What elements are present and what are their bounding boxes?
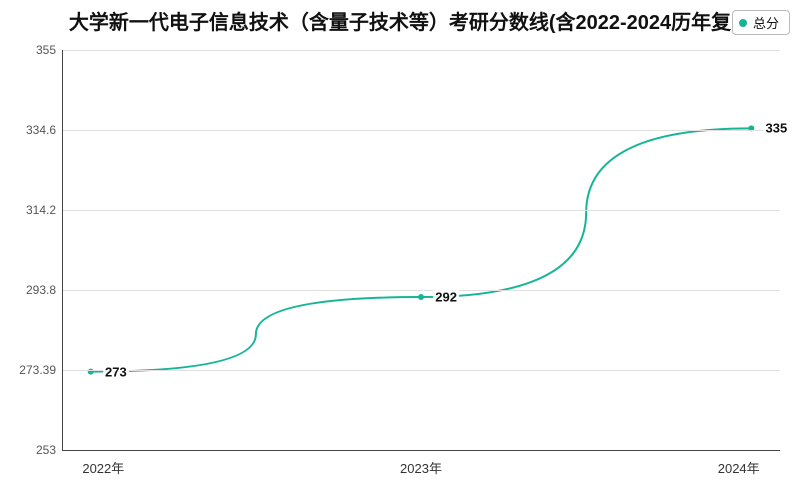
x-tick-label: 2022年: [82, 458, 124, 477]
y-tick-label: 293.8: [26, 283, 56, 297]
series-line: [62, 50, 780, 450]
chart-title: 大学新一代电子信息技术（含量子技术等）考研分数线(含2022-2024历年复: [0, 6, 800, 35]
data-label: 292: [433, 290, 459, 305]
x-tick-label: 2023年: [400, 458, 442, 477]
y-tick-label: 314.2: [26, 203, 56, 217]
x-axis-line: [62, 450, 780, 451]
gridline: [62, 130, 780, 131]
gridline: [62, 290, 780, 291]
gridline: [62, 370, 780, 371]
gridline: [62, 210, 780, 211]
legend: 总分: [732, 10, 790, 35]
gridline: [62, 50, 780, 51]
y-axis-line: [62, 50, 63, 450]
data-point[interactable]: [418, 294, 424, 300]
legend-marker-icon: [739, 19, 747, 27]
data-label: 335: [764, 121, 790, 136]
y-tick-label: 253: [36, 443, 56, 457]
y-tick-label: 355: [36, 43, 56, 57]
legend-label: 总分: [753, 13, 779, 32]
x-tick-label: 2024年: [718, 458, 760, 477]
y-tick-label: 334.6: [26, 123, 56, 137]
y-tick-label: 273.39: [19, 363, 56, 377]
line-chart: 大学新一代电子信息技术（含量子技术等）考研分数线(含2022-2024历年复 总…: [0, 0, 800, 500]
plot-area: 253273.39293.8314.2334.63552022年2023年202…: [62, 50, 780, 450]
series-path: [91, 128, 752, 371]
data-label: 273: [103, 364, 129, 379]
